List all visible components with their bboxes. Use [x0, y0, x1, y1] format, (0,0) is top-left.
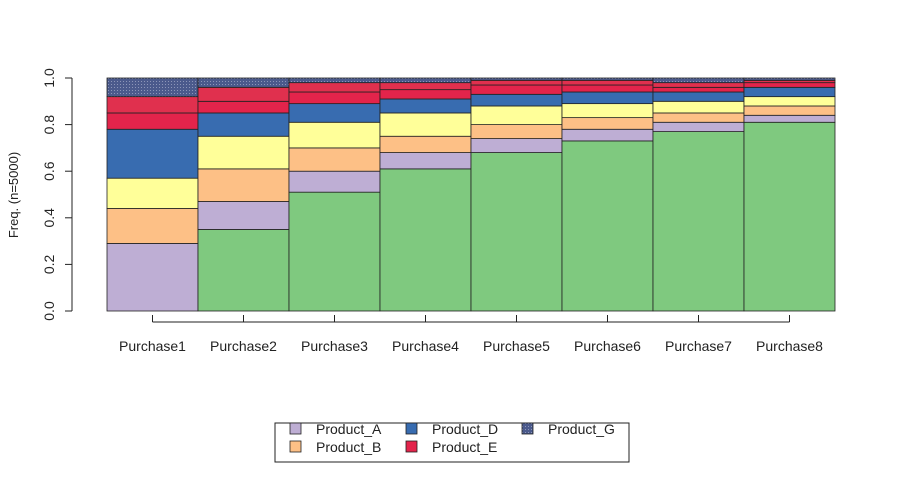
bar-segment-purchase2-0 [197, 229, 290, 312]
bar-segment-purchase5-1 [470, 138, 563, 153]
bar-segment-purchase5-3 [470, 105, 563, 125]
y-tick-label: 0.2 [41, 254, 57, 274]
bar-segment-purchase5-2 [470, 124, 563, 139]
y-axis-label: Freq. (n=5000) [6, 152, 21, 238]
bar-segment-purchase1-4 [106, 128, 199, 179]
x-tick-label: Purchase7 [665, 338, 732, 354]
x-tick-label: Purchase5 [483, 338, 550, 354]
legend-swatch-product_a [289, 422, 302, 435]
y-tick-label: 0.8 [41, 115, 57, 135]
bar-segment-purchase1-7 [106, 77, 199, 98]
bar-segment-purchase2-1 [197, 201, 290, 230]
bar-segment-purchase5-4 [470, 93, 563, 107]
bar-segment-purchase7-0 [652, 131, 745, 312]
bar-segment-purchase8-5 [743, 82, 836, 88]
x-tick-label: Purchase6 [574, 338, 641, 354]
bar-segment-purchase7-2 [652, 112, 745, 123]
x-tick-label: Purchase4 [392, 338, 459, 354]
x-tick-label: Purchase3 [301, 338, 368, 354]
bar-segment-purchase5-6 [470, 79, 563, 86]
bar-segment-purchase7-7 [652, 77, 745, 84]
legend-label-product_b: Product_B [316, 439, 381, 455]
bar-segment-purchase5-0 [470, 152, 563, 312]
bar-segment-purchase2-4 [197, 112, 290, 137]
bar-segment-purchase7-1 [652, 121, 745, 132]
bar-segment-purchase1-6 [106, 96, 199, 114]
bar-segment-purchase2-5 [197, 100, 290, 114]
x-tick-label: Purchase2 [210, 338, 277, 354]
bar-segment-purchase3-6 [288, 82, 381, 93]
bar-segment-purchase1-1 [106, 243, 199, 312]
bar-segment-purchase8-0 [743, 121, 836, 312]
legend-swatch-product_g [521, 422, 534, 435]
bar-segment-purchase1-5 [106, 112, 199, 130]
y-tick-label: 0.4 [41, 208, 57, 228]
bar-segment-purchase5-5 [470, 84, 563, 95]
bar-segment-purchase4-0 [379, 168, 472, 312]
bar-segment-purchase2-2 [197, 168, 290, 202]
bar-segment-purchase4-2 [379, 135, 472, 153]
x-tick-label: Purchase1 [119, 338, 186, 354]
legend-swatch-product_d [405, 422, 418, 435]
bar-segment-purchase5-7 [470, 77, 563, 81]
bar-segment-purchase4-5 [379, 89, 472, 100]
bar-segment-purchase6-7 [561, 77, 654, 81]
bar-segment-purchase8-1 [743, 114, 836, 123]
bar-segment-purchase6-4 [561, 91, 654, 105]
bar-segment-purchase3-0 [288, 191, 381, 312]
legend: Product_A Product_B Product_D Product_E Prod… [274, 421, 630, 463]
legend-box [274, 422, 630, 463]
bar-segment-purchase1-2 [106, 208, 199, 244]
bar-segment-purchase6-5 [561, 84, 654, 93]
bar-segment-purchase6-3 [561, 103, 654, 119]
x-axis: Purchase1 Purchase2 Purchase3 Purchase4 Purc… [119, 315, 823, 354]
bar-segment-purchase4-7 [379, 77, 472, 84]
bar-segment-purchase3-7 [288, 77, 381, 84]
bar-segment-purchase6-0 [561, 140, 654, 312]
legend-swatch-product_e [405, 440, 418, 453]
bar-segment-purchase3-2 [288, 147, 381, 172]
bar-segment-purchase4-4 [379, 98, 472, 114]
bar-segment-purchase8-3 [743, 96, 836, 107]
legend-label-product_g: Product_G [548, 421, 615, 437]
bar-segment-purchase8-2 [743, 105, 836, 116]
y-axis: 0.0 0.2 0.4 0.6 0.8 1.0 [41, 68, 73, 321]
bar-segment-purchase2-7 [197, 77, 290, 88]
bar-segment-purchase2-3 [197, 135, 290, 170]
legend-label-product_e: Product_E [432, 439, 497, 455]
bars-group [106, 77, 836, 312]
bar-segment-purchase7-5 [652, 86, 745, 93]
bar-segment-purchase2-6 [197, 86, 290, 102]
bar-segment-purchase3-1 [288, 170, 381, 193]
bar-segment-purchase7-6 [652, 82, 745, 88]
legend-swatch-product_b [289, 440, 302, 453]
y-tick-label: 0.6 [41, 161, 57, 181]
bar-segment-purchase4-1 [379, 152, 472, 170]
bar-segment-purchase6-6 [561, 79, 654, 86]
y-tick-label: 1.0 [41, 68, 57, 88]
bar-segment-purchase7-4 [652, 91, 745, 102]
x-tick-label: Purchase8 [756, 338, 823, 354]
legend-label-product_a: Product_A [316, 421, 382, 437]
bar-segment-purchase7-3 [652, 100, 745, 114]
bar-segment-purchase4-6 [379, 82, 472, 91]
bar-segment-purchase8-4 [743, 86, 836, 98]
bar-segment-purchase6-1 [561, 128, 654, 142]
bar-segment-purchase4-3 [379, 112, 472, 137]
bar-segment-purchase3-3 [288, 121, 381, 149]
bar-segment-purchase6-2 [561, 117, 654, 130]
bar-segment-purchase3-5 [288, 91, 381, 105]
bar-segment-purchase8-7 [743, 77, 836, 81]
legend-label-product_d: Product_D [432, 421, 498, 437]
y-tick-label: 0.0 [41, 301, 57, 321]
bar-segment-purchase3-4 [288, 103, 381, 123]
bar-segment-purchase1-3 [106, 177, 199, 209]
